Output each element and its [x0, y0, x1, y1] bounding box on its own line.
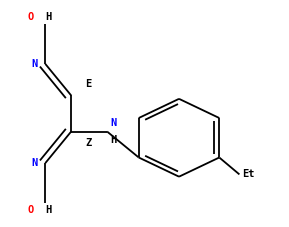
Text: H: H — [45, 205, 51, 215]
Text: N: N — [110, 118, 116, 128]
Text: N: N — [32, 158, 38, 168]
Text: N: N — [32, 59, 38, 69]
Text: E: E — [86, 79, 92, 89]
Text: O: O — [27, 205, 34, 215]
Text: H: H — [45, 12, 51, 22]
Text: O: O — [27, 12, 34, 22]
Text: H: H — [110, 135, 116, 145]
Text: Z: Z — [86, 138, 92, 148]
Text: Et: Et — [242, 169, 255, 179]
